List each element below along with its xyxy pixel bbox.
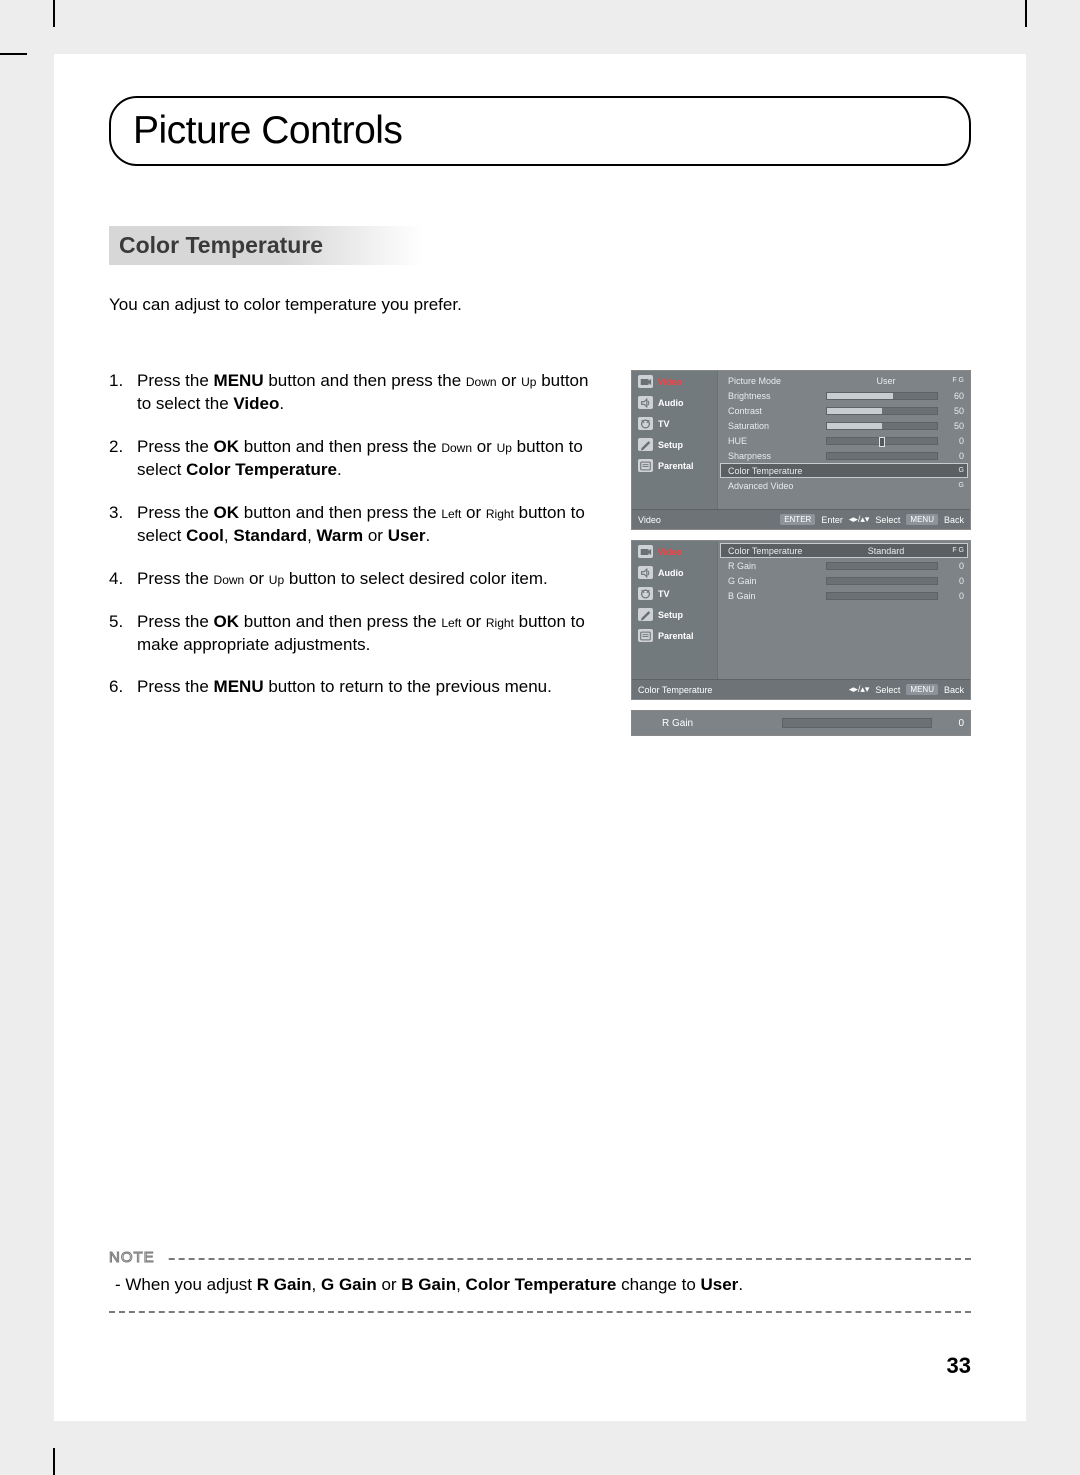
slider-bar	[826, 407, 938, 415]
menu-row[interactable]: R Gain0	[720, 558, 968, 573]
nav-item-parental[interactable]: Parental	[632, 625, 717, 646]
osd-rgain-slider: R Gain 0	[631, 710, 971, 736]
setup-icon	[638, 608, 653, 621]
nav-item-tv[interactable]: TV	[632, 413, 717, 434]
nav-item-setup[interactable]: Setup	[632, 434, 717, 455]
osd-video-menu: VideoAudioTVSetupParental Picture ModeUs…	[631, 370, 971, 530]
slider-bar	[826, 422, 938, 430]
page-title: Picture Controls	[133, 109, 402, 153]
section-header: Color Temperature	[109, 226, 423, 265]
step-item: 6.Press the MENU button to return to the…	[109, 676, 591, 699]
step-item: 3.Press the OK button and then press the…	[109, 502, 591, 548]
nav-item-audio[interactable]: Audio	[632, 562, 717, 583]
slider-bar	[826, 562, 938, 570]
page: Picture Controls Color Temperature You c…	[54, 54, 1026, 1421]
parental-icon	[638, 629, 653, 642]
step-item: 5.Press the OK button and then press the…	[109, 611, 591, 657]
tv-icon	[638, 587, 653, 600]
slider-label: R Gain	[662, 718, 782, 729]
key-chip: MENU	[906, 514, 938, 525]
menu-row[interactable]: Advanced VideoG	[720, 478, 968, 493]
slider-bar	[826, 392, 938, 400]
arrows-icon: ◂▸/▴▾	[849, 684, 870, 695]
slider-value: 0	[942, 718, 964, 729]
step-item: 2.Press the OK button and then press the…	[109, 436, 591, 482]
menu-row[interactable]: G Gain0	[720, 573, 968, 588]
osd-color-temp-menu: VideoAudioTVSetupParental Color Temperat…	[631, 540, 971, 700]
menu-row[interactable]: Sharpness0	[720, 448, 968, 463]
step-item: 1.Press the MENU button and then press t…	[109, 370, 591, 416]
parental-icon	[638, 459, 653, 472]
note-block: NOTE When you adjust R Gain, G Gain or B…	[109, 1249, 971, 1313]
menu-row[interactable]: Color TemperatureStandardF G	[720, 543, 968, 558]
menu-row[interactable]: Brightness60	[720, 388, 968, 403]
breadcrumb: Color Temperature	[638, 685, 843, 695]
slider-bar	[826, 592, 938, 600]
nav-item-video[interactable]: Video	[632, 371, 717, 392]
steps-column: 1.Press the MENU button and then press t…	[109, 370, 591, 736]
slider-bar	[826, 437, 938, 445]
slider-bar	[826, 452, 938, 460]
osd-column: VideoAudioTVSetupParental Picture ModeUs…	[631, 370, 971, 736]
key-chip: MENU	[906, 684, 938, 695]
page-title-frame: Picture Controls	[109, 96, 971, 166]
page-number: 33	[947, 1353, 971, 1379]
menu-row[interactable]: B Gain0	[720, 588, 968, 603]
nav-item-parental[interactable]: Parental	[632, 455, 717, 476]
audio-icon	[638, 566, 653, 579]
nav-item-tv[interactable]: TV	[632, 583, 717, 604]
video-icon	[638, 375, 653, 388]
video-icon	[638, 545, 653, 558]
step-item: 4.Press the Down or Up button to select …	[109, 568, 591, 591]
arrows-icon: ◂▸/▴▾	[849, 514, 870, 525]
key-chip: ENTER	[780, 514, 815, 525]
menu-row[interactable]: Color TemperatureG	[720, 463, 968, 478]
nav-item-video[interactable]: Video	[632, 541, 717, 562]
audio-icon	[638, 396, 653, 409]
nav-item-audio[interactable]: Audio	[632, 392, 717, 413]
slider-bar	[826, 577, 938, 585]
breadcrumb: Video	[638, 515, 774, 525]
nav-item-setup[interactable]: Setup	[632, 604, 717, 625]
menu-row[interactable]: Saturation50	[720, 418, 968, 433]
note-label: NOTE	[109, 1249, 165, 1266]
intro-text: You can adjust to color temperature you …	[109, 295, 971, 315]
setup-icon	[638, 438, 653, 451]
tv-icon	[638, 417, 653, 430]
menu-row[interactable]: Picture ModeUserF G	[720, 373, 968, 388]
menu-row[interactable]: Contrast50	[720, 403, 968, 418]
menu-row[interactable]: HUE0	[720, 433, 968, 448]
slider-bar	[782, 718, 932, 728]
note-text: When you adjust R Gain, G Gain or B Gain…	[109, 1275, 971, 1295]
